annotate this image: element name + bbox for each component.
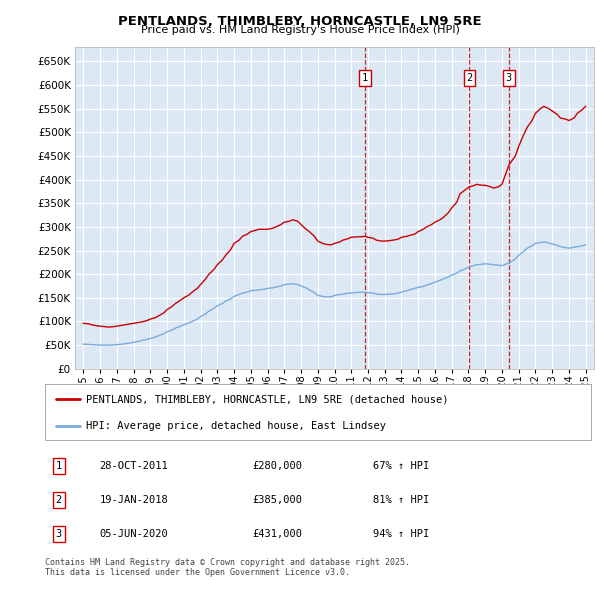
Text: Price paid vs. HM Land Registry's House Price Index (HPI): Price paid vs. HM Land Registry's House … [140,25,460,35]
Text: 3: 3 [506,73,512,83]
Text: 1: 1 [56,461,62,471]
Text: PENTLANDS, THIMBLEBY, HORNCASTLE, LN9 5RE (detached house): PENTLANDS, THIMBLEBY, HORNCASTLE, LN9 5R… [86,394,448,404]
Text: 19-JAN-2018: 19-JAN-2018 [100,495,169,505]
Text: £385,000: £385,000 [253,495,302,505]
Text: 2: 2 [56,495,62,505]
Text: 05-JUN-2020: 05-JUN-2020 [100,529,169,539]
Text: PENTLANDS, THIMBLEBY, HORNCASTLE, LN9 5RE: PENTLANDS, THIMBLEBY, HORNCASTLE, LN9 5R… [118,15,482,28]
Text: 94% ↑ HPI: 94% ↑ HPI [373,529,429,539]
Text: 67% ↑ HPI: 67% ↑ HPI [373,461,429,471]
Text: 28-OCT-2011: 28-OCT-2011 [100,461,169,471]
Text: £431,000: £431,000 [253,529,302,539]
Text: 81% ↑ HPI: 81% ↑ HPI [373,495,429,505]
Text: 2: 2 [466,73,472,83]
Text: Contains HM Land Registry data © Crown copyright and database right 2025.
This d: Contains HM Land Registry data © Crown c… [45,558,410,577]
Text: £280,000: £280,000 [253,461,302,471]
Text: HPI: Average price, detached house, East Lindsey: HPI: Average price, detached house, East… [86,421,386,431]
Text: 3: 3 [56,529,62,539]
Text: 1: 1 [362,73,368,83]
